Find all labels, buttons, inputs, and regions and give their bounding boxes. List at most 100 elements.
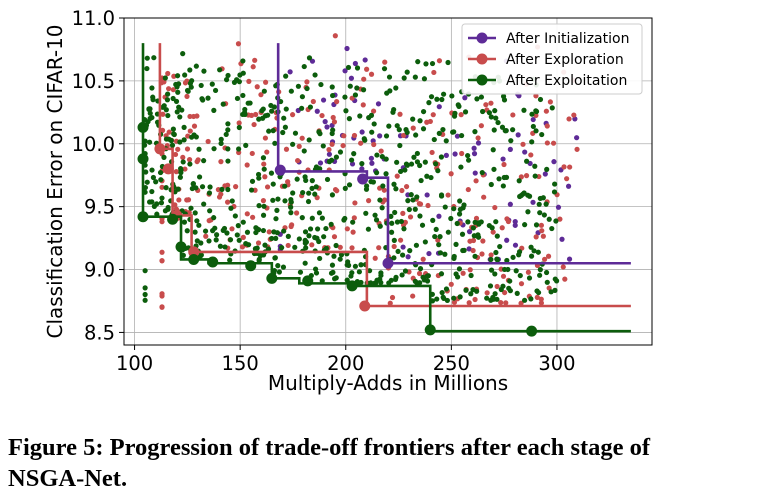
data-point <box>566 116 572 122</box>
data-point <box>149 85 155 91</box>
data-point <box>221 225 228 232</box>
data-point <box>412 206 418 212</box>
data-point <box>438 271 445 277</box>
data-point <box>170 87 176 93</box>
data-point <box>207 184 213 190</box>
data-point <box>448 281 454 287</box>
data-point <box>263 79 269 85</box>
data-point <box>538 296 544 302</box>
data-point <box>181 219 188 225</box>
data-point <box>240 58 246 64</box>
y-tick-label: 9.0 <box>84 259 115 282</box>
data-point <box>324 124 330 130</box>
data-point <box>486 110 493 116</box>
data-point <box>402 167 408 173</box>
data-point <box>274 230 280 236</box>
data-point <box>540 233 546 239</box>
y-tick-label: 9.5 <box>84 196 115 219</box>
data-point <box>172 151 179 158</box>
data-point <box>543 108 549 114</box>
data-point <box>533 93 539 99</box>
data-point <box>449 93 455 99</box>
data-point <box>320 97 327 103</box>
data-point <box>333 242 339 249</box>
data-point <box>175 73 181 79</box>
data-point <box>497 243 503 250</box>
legend-label: After Initialization <box>506 31 629 47</box>
data-point <box>256 175 262 181</box>
data-point <box>490 229 496 235</box>
data-point <box>324 176 331 183</box>
data-point <box>180 159 186 165</box>
data-point <box>478 123 484 129</box>
data-point <box>270 181 276 187</box>
data-point <box>252 57 258 63</box>
data-point <box>514 290 520 296</box>
data-point <box>408 192 414 198</box>
data-point <box>299 215 305 221</box>
data-point <box>369 129 375 135</box>
data-point <box>161 103 167 109</box>
data-point <box>522 222 528 228</box>
data-point <box>341 133 347 139</box>
data-point <box>319 215 325 221</box>
data-point <box>443 152 449 158</box>
data-point <box>279 245 285 251</box>
data-point <box>387 300 393 306</box>
data-point <box>351 151 357 157</box>
data-point <box>383 156 389 162</box>
data-point <box>344 277 350 283</box>
data-point <box>240 234 246 240</box>
data-point <box>306 137 312 143</box>
data-point <box>191 132 197 138</box>
data-point <box>211 215 217 221</box>
legend-marker-0 <box>476 32 488 44</box>
data-point <box>283 106 289 112</box>
data-point <box>525 269 532 275</box>
data-point <box>187 67 193 73</box>
data-point <box>379 205 385 211</box>
data-point <box>320 143 326 149</box>
data-point <box>179 107 185 113</box>
data-point <box>184 93 190 100</box>
data-point <box>295 83 302 89</box>
data-point <box>538 300 544 306</box>
legend-box <box>461 23 643 95</box>
data-point <box>525 209 531 215</box>
data-point <box>501 161 507 168</box>
data-point <box>184 228 190 234</box>
data-point <box>417 266 424 272</box>
data-point <box>479 251 485 257</box>
data-point <box>309 185 315 191</box>
data-point <box>541 212 547 218</box>
data-point <box>249 150 255 157</box>
data-point <box>258 92 264 98</box>
data-point <box>534 288 540 294</box>
data-point <box>253 229 259 236</box>
data-point <box>332 33 338 39</box>
data-point <box>448 215 454 222</box>
data-point <box>375 101 382 107</box>
data-point <box>142 291 148 298</box>
data-point <box>265 246 272 252</box>
data-point <box>203 233 209 239</box>
data-point <box>431 136 437 143</box>
data-point <box>484 290 490 296</box>
data-point <box>539 131 545 138</box>
frontier-point <box>137 211 149 223</box>
data-point <box>268 102 274 109</box>
data-point <box>198 82 204 89</box>
data-point <box>212 87 219 94</box>
data-point <box>475 140 482 146</box>
data-point <box>149 114 155 121</box>
data-point <box>261 161 267 167</box>
data-point <box>236 146 242 152</box>
data-point <box>466 300 472 306</box>
data-point <box>417 118 423 124</box>
data-point <box>264 149 270 155</box>
data-point <box>512 242 519 248</box>
data-point <box>533 112 539 119</box>
data-point <box>165 91 171 97</box>
data-point <box>225 182 231 188</box>
data-point <box>260 155 267 161</box>
